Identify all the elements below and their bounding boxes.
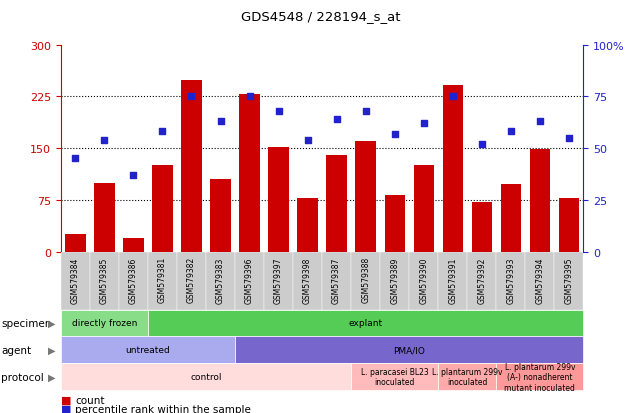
Bar	[529, 150, 550, 252]
Bar	[177, 252, 206, 310]
Text: protocol: protocol	[1, 372, 44, 382]
Point	[128, 172, 138, 179]
Text: GSM579391: GSM579391	[448, 256, 457, 303]
Text: explant: explant	[349, 319, 383, 328]
Point	[535, 119, 545, 125]
Text: GSM579384: GSM579384	[71, 256, 80, 303]
Point	[303, 137, 313, 144]
Point	[187, 94, 197, 100]
Bar	[380, 252, 409, 310]
Bar	[123, 238, 144, 252]
Text: GSM579390: GSM579390	[419, 256, 428, 303]
Bar	[65, 235, 85, 252]
Text: L. plantarum 299v
inoculated: L. plantarum 299v inoculated	[432, 367, 503, 387]
Text: control: control	[190, 373, 222, 381]
Bar	[297, 198, 318, 252]
Text: GSM579397: GSM579397	[274, 256, 283, 303]
Bar	[554, 252, 583, 310]
Text: GSM579395: GSM579395	[564, 256, 573, 303]
Bar	[235, 252, 264, 310]
Bar	[90, 252, 119, 310]
Text: percentile rank within the sample: percentile rank within the sample	[75, 404, 251, 413]
Text: L. plantarum 299v
(A-) nonadherent
mutant inoculated: L. plantarum 299v (A-) nonadherent mutan…	[504, 362, 575, 392]
Bar	[153, 166, 172, 252]
Point	[360, 108, 370, 115]
Text: specimen: specimen	[1, 318, 52, 328]
Text: GSM579394: GSM579394	[535, 256, 544, 303]
Text: GSM579386: GSM579386	[129, 256, 138, 303]
Bar	[293, 252, 322, 310]
Point	[563, 135, 574, 142]
Point	[477, 141, 487, 148]
Text: GDS4548 / 228194_s_at: GDS4548 / 228194_s_at	[241, 10, 400, 23]
Bar	[467, 252, 496, 310]
Text: GSM579387: GSM579387	[332, 256, 341, 303]
Text: PMA/IO: PMA/IO	[393, 346, 425, 354]
Text: untreated: untreated	[126, 346, 171, 354]
Bar	[559, 198, 579, 252]
Text: GSM579388: GSM579388	[361, 256, 370, 303]
Bar	[438, 252, 467, 310]
Point	[99, 137, 110, 144]
Point	[506, 129, 516, 135]
Point	[71, 156, 81, 162]
Text: GSM579385: GSM579385	[100, 256, 109, 303]
Bar	[442, 85, 463, 252]
Point	[419, 121, 429, 127]
Text: agent: agent	[1, 345, 31, 355]
Point	[215, 119, 226, 125]
Text: GSM579398: GSM579398	[303, 256, 312, 303]
Bar	[210, 180, 231, 252]
Bar	[61, 252, 90, 310]
Point	[390, 131, 400, 138]
Text: ▶: ▶	[48, 318, 56, 328]
Bar	[409, 252, 438, 310]
Bar	[356, 142, 376, 252]
Text: GSM579389: GSM579389	[390, 256, 399, 303]
Bar	[472, 202, 492, 252]
Bar	[525, 252, 554, 310]
Bar	[239, 95, 260, 252]
Point	[274, 108, 284, 115]
Text: ▶: ▶	[48, 372, 56, 382]
Text: GSM579382: GSM579382	[187, 256, 196, 303]
Text: ■: ■	[61, 395, 71, 405]
Bar	[326, 156, 347, 252]
Point	[331, 116, 342, 123]
Text: directly frozen: directly frozen	[72, 319, 137, 328]
Bar	[264, 252, 293, 310]
Bar	[385, 195, 405, 252]
Bar	[148, 252, 177, 310]
Bar	[181, 81, 202, 252]
Point	[157, 129, 167, 135]
Bar	[269, 147, 288, 252]
Text: count: count	[75, 395, 104, 405]
Text: ▶: ▶	[48, 345, 56, 355]
Text: GSM579396: GSM579396	[245, 256, 254, 303]
Bar	[322, 252, 351, 310]
Text: L. paracasei BL23
inoculated: L. paracasei BL23 inoculated	[361, 367, 429, 387]
Bar	[206, 252, 235, 310]
Bar	[413, 166, 434, 252]
Text: GSM579392: GSM579392	[478, 256, 487, 303]
Text: GSM579393: GSM579393	[506, 256, 515, 303]
Bar	[496, 252, 525, 310]
Bar	[351, 252, 380, 310]
Bar	[501, 185, 521, 252]
Text: GSM579383: GSM579383	[216, 256, 225, 303]
Text: ■: ■	[61, 404, 71, 413]
Bar	[94, 183, 115, 252]
Text: GSM579381: GSM579381	[158, 256, 167, 303]
Point	[244, 94, 254, 100]
Point	[447, 94, 458, 100]
Bar	[119, 252, 148, 310]
